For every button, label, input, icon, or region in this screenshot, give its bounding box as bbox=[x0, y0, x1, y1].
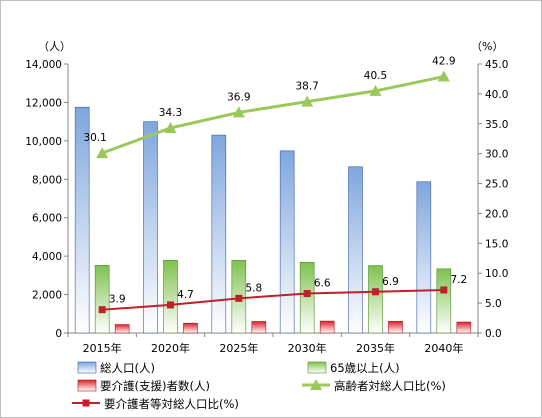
y-left-tick-label: 14,000 bbox=[25, 59, 62, 71]
bar bbox=[436, 268, 452, 334]
point-marker bbox=[164, 121, 177, 133]
legend-label: 65歳以上(人) bbox=[330, 361, 400, 375]
legend-label: 総人口(人) bbox=[100, 361, 155, 375]
y-right-tick-label: 40.0 bbox=[485, 89, 508, 101]
x-tick-label: 2015年 bbox=[83, 341, 122, 355]
lines bbox=[96, 70, 450, 314]
y-right-tick-label: 15.0 bbox=[485, 238, 508, 250]
y-left-tick-label: 4,000 bbox=[32, 251, 62, 263]
point-marker bbox=[372, 288, 379, 296]
data-label: 3.9 bbox=[109, 294, 126, 306]
y-left-tick-label: 12,000 bbox=[25, 97, 62, 109]
y-left-tick-label: 8,000 bbox=[32, 174, 62, 186]
y-right-tick-label: 25.0 bbox=[485, 179, 508, 191]
bar bbox=[94, 265, 110, 334]
point-marker bbox=[232, 106, 245, 118]
series-line bbox=[101, 75, 445, 155]
x-tick-label: 2040年 bbox=[424, 341, 463, 355]
point-marker bbox=[440, 286, 448, 294]
data-label: 30.1 bbox=[83, 132, 106, 144]
y-right-tick-label: 0.0 bbox=[485, 328, 502, 340]
bar bbox=[456, 321, 472, 334]
y-right-tick-label: 5.0 bbox=[485, 298, 502, 310]
point-marker bbox=[235, 294, 243, 302]
data-label: 42.9 bbox=[432, 56, 455, 68]
x-tick-label: 2035年 bbox=[356, 341, 395, 355]
data-label: 6.6 bbox=[314, 278, 331, 290]
legend-label: 高齢者対総人口比(%) bbox=[334, 379, 446, 393]
bar bbox=[368, 265, 383, 334]
legend-swatch bbox=[307, 361, 327, 374]
y-right-tick-label: 45.0 bbox=[485, 59, 508, 71]
point-marker bbox=[369, 84, 382, 96]
legend-marker bbox=[310, 379, 322, 390]
y-left-tick-label: 2,000 bbox=[32, 290, 62, 302]
data-label: 4.7 bbox=[177, 289, 194, 301]
data-label: 5.8 bbox=[245, 282, 262, 294]
x-tick-label: 2025年 bbox=[219, 341, 258, 355]
point-marker bbox=[167, 301, 174, 309]
legend-marker bbox=[82, 399, 90, 407]
bar bbox=[163, 260, 178, 334]
y-left-unit: （人） bbox=[38, 40, 71, 53]
point-marker bbox=[303, 290, 311, 298]
bar bbox=[299, 261, 315, 334]
bar bbox=[319, 320, 335, 334]
point-marker bbox=[301, 95, 314, 107]
bar bbox=[416, 181, 432, 334]
legend-swatch bbox=[77, 379, 97, 392]
legend-label: 要介護(支援)者数(人) bbox=[100, 379, 210, 393]
y-right-tick-label: 30.0 bbox=[485, 149, 508, 161]
series-line bbox=[102, 288, 444, 311]
axes: 0 2,000 4,000 6,000 8,000 10,000 12,000 14,000 0… bbox=[25, 59, 508, 355]
data-label: 6.9 bbox=[382, 276, 399, 288]
point-marker bbox=[96, 147, 109, 159]
bar bbox=[251, 321, 267, 334]
data-label: 7.2 bbox=[450, 274, 467, 286]
point-marker bbox=[437, 70, 450, 82]
y-right-tick-label: 20.0 bbox=[485, 208, 508, 220]
y-right-unit: （%） bbox=[471, 40, 503, 53]
y-right-tick-label: 35.0 bbox=[485, 119, 508, 131]
y-left-tick-label: 6,000 bbox=[32, 213, 62, 225]
bar bbox=[211, 134, 227, 334]
data-label: 34.3 bbox=[159, 107, 182, 119]
data-label: 40.5 bbox=[364, 70, 387, 82]
x-tick-label: 2020年 bbox=[151, 341, 190, 355]
bars bbox=[74, 106, 472, 334]
data-labels: 30.1 34.3 36.9 38.7 40.5 42.9 3.9 4.7 5.8 6.6 6.9 7… bbox=[83, 56, 467, 306]
point-marker bbox=[98, 306, 106, 314]
y-left-tick-label: 0 bbox=[55, 328, 62, 340]
bar bbox=[114, 324, 130, 334]
bar bbox=[183, 322, 198, 334]
bar bbox=[348, 166, 363, 334]
bar bbox=[74, 106, 90, 334]
y-right-tick-label: 10.0 bbox=[485, 268, 508, 280]
data-label: 38.7 bbox=[295, 81, 318, 93]
bar bbox=[279, 150, 295, 334]
x-tick-label: 2030年 bbox=[288, 341, 327, 355]
bar bbox=[388, 320, 403, 334]
y-left-tick-label: 10,000 bbox=[25, 136, 62, 148]
data-label: 36.9 bbox=[227, 91, 250, 103]
legend-swatch bbox=[77, 361, 97, 374]
legend: 総人口(人) 65歳以上(人) 要介護(支援)者数(人) 高齢者対総人口比(%) 要介護… bbox=[72, 361, 446, 411]
legend-label: 要介護者等対総人口比(%) bbox=[104, 397, 239, 411]
bar bbox=[143, 121, 158, 334]
